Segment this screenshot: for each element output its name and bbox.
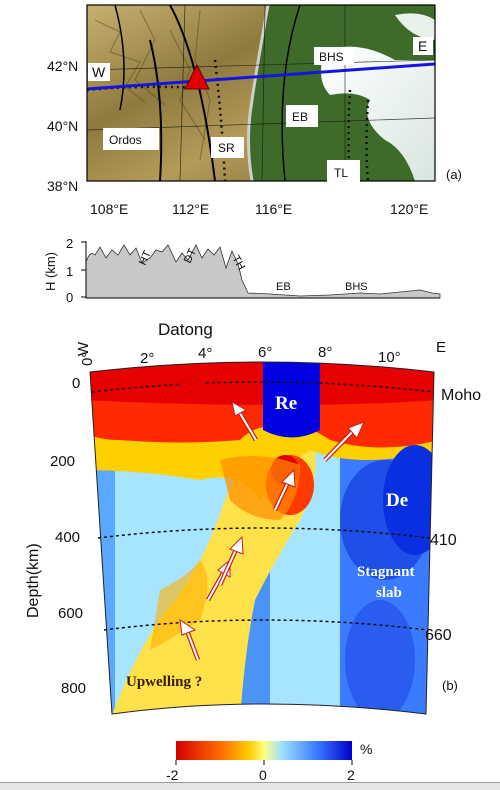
elevation-profile: 2 1 0 H (km) HT DT TH EB BHS xyxy=(43,236,441,305)
depth-tick-200: 200 xyxy=(50,453,75,470)
xtick-4: 4° xyxy=(198,345,212,362)
lon-label-116: 116°E xyxy=(255,201,292,217)
elev-tick-0: 0 xyxy=(66,290,73,305)
profile-line xyxy=(87,62,435,91)
re-label: Re xyxy=(275,393,297,414)
svg-text:BHS: BHS xyxy=(319,50,344,64)
map-label-eb: EB xyxy=(286,105,318,127)
lon-label-108: 108°E xyxy=(90,201,128,217)
elev-tick-1: 1 xyxy=(66,264,73,279)
elev-label-dt: DT xyxy=(182,247,199,266)
map-panel: W E BHS EB Ordos SR TL 42°N 40°N 38°N xyxy=(47,4,462,217)
map-label-tl: TL xyxy=(327,160,360,184)
arrow-icon xyxy=(323,421,365,462)
station-label: Datong xyxy=(158,320,213,339)
datong-marker xyxy=(178,369,206,385)
svg-text:W: W xyxy=(92,64,106,80)
xtick-8: 8° xyxy=(318,344,332,361)
elev-tick-2: 2 xyxy=(66,236,73,251)
svg-text:TL: TL xyxy=(334,166,348,180)
map-label-sr: SR xyxy=(211,137,244,158)
lat-label-38: 38°N xyxy=(47,178,78,194)
lon-label-120: 120°E xyxy=(390,201,428,217)
bottom-border xyxy=(0,782,500,790)
depth-axis-label: Depth(km) xyxy=(25,543,42,618)
d410-label: 410 xyxy=(430,532,457,549)
elev-ylabel: H (km) xyxy=(43,252,58,291)
xtick-2: 2° xyxy=(140,350,154,367)
xtick-6: 6° xyxy=(258,344,272,361)
moho-label: Moho xyxy=(441,387,481,404)
elev-label-bhs: BHS xyxy=(345,281,368,293)
map-label-bhs: BHS xyxy=(314,47,354,65)
xtick-10: 10° xyxy=(378,349,401,366)
arrow-icon xyxy=(217,535,244,586)
arrow-icon xyxy=(179,618,201,661)
slab-label: slab xyxy=(376,585,402,601)
de-label: De xyxy=(386,490,408,511)
map-label-ordos: Ordos xyxy=(103,128,159,150)
elev-label-eb: EB xyxy=(276,281,291,293)
section-w-label: W xyxy=(75,341,92,356)
svg-text:SR: SR xyxy=(218,141,235,155)
depth-tick-400: 400 xyxy=(55,529,80,546)
cbar-tick-2: 2 xyxy=(347,767,355,783)
upwelling-label: Upwelling ? xyxy=(126,674,202,690)
elev-label-ht: HT xyxy=(137,249,154,268)
section-e-label: E xyxy=(436,339,446,356)
lon-label-112: 112°E xyxy=(172,201,209,217)
cbar-unit: % xyxy=(360,741,372,757)
cbar-tick-0: 0 xyxy=(259,767,267,783)
colorbar: -2 0 2 % xyxy=(166,741,372,783)
xtick-0: 0° xyxy=(79,352,96,366)
panel-a-label: (a) xyxy=(446,167,462,182)
svg-text:E: E xyxy=(418,38,427,54)
map-label-w: W xyxy=(88,63,110,81)
map-label-e: E xyxy=(413,37,433,55)
depth-tick-800: 800 xyxy=(61,680,86,697)
arrow-icon xyxy=(272,468,296,511)
cross-section: Datong W E 0° 2° 4° 6° 8° 10° 0 200 400 … xyxy=(25,320,481,715)
lat-label-40: 40°N xyxy=(47,118,78,134)
svg-text:Ordos: Ordos xyxy=(109,133,142,147)
cbar-tick-neg2: -2 xyxy=(166,767,179,783)
panel-b-label: (b) xyxy=(442,678,458,693)
svg-text:EB: EB xyxy=(292,110,308,124)
arrow-icon xyxy=(231,401,258,442)
upwelling-arrows xyxy=(179,401,365,661)
depth-tick-0: 0 xyxy=(72,375,80,392)
depth-tick-600: 600 xyxy=(58,605,83,622)
d660-label: 660 xyxy=(425,627,452,644)
stagnant-label: Stagnant xyxy=(357,564,415,580)
lat-label-42: 42°N xyxy=(47,58,78,74)
station-marker xyxy=(184,63,210,90)
